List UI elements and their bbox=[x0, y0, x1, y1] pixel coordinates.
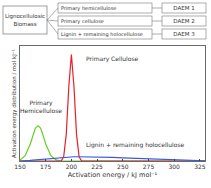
svg-text:275: 275 bbox=[143, 163, 155, 170]
svg-text:Primary hemicellulose: Primary hemicellulose bbox=[61, 5, 116, 12]
svg-text:DAEM 3: DAEM 3 bbox=[173, 31, 195, 37]
svg-text:DAEM 2: DAEM 2 bbox=[173, 18, 194, 24]
svg-text:175: 175 bbox=[40, 163, 52, 170]
svg-text:PrimaryHemicellulose: PrimaryHemicellulose bbox=[20, 99, 62, 114]
svg-text:150: 150 bbox=[14, 163, 26, 170]
svg-text:Biomass: Biomass bbox=[13, 21, 36, 27]
svg-text:250: 250 bbox=[117, 163, 129, 170]
svg-text:300: 300 bbox=[168, 163, 180, 170]
svg-text:Lignin + remaining holocellulo: Lignin + remaining holocellulose bbox=[61, 31, 143, 38]
svg-text:200: 200 bbox=[66, 163, 78, 170]
svg-text:Activation energy / kJ mol⁻¹: Activation energy / kJ mol⁻¹ bbox=[68, 171, 158, 179]
svg-text:325: 325 bbox=[194, 163, 206, 170]
svg-text:DAEM 1: DAEM 1 bbox=[173, 5, 194, 11]
svg-text:Lignin + remaining holocellulo: Lignin + remaining holocellulose bbox=[86, 141, 185, 149]
svg-text:Primary cellulose: Primary cellulose bbox=[61, 18, 104, 25]
svg-text:Activation energy distribution: Activation energy distribution / mol kJ⁻… bbox=[11, 49, 18, 158]
svg-text:Lignocellulosic: Lignocellulosic bbox=[5, 13, 45, 20]
svg-text:225: 225 bbox=[91, 163, 103, 170]
svg-text:Primary Cellulose: Primary Cellulose bbox=[86, 55, 139, 63]
